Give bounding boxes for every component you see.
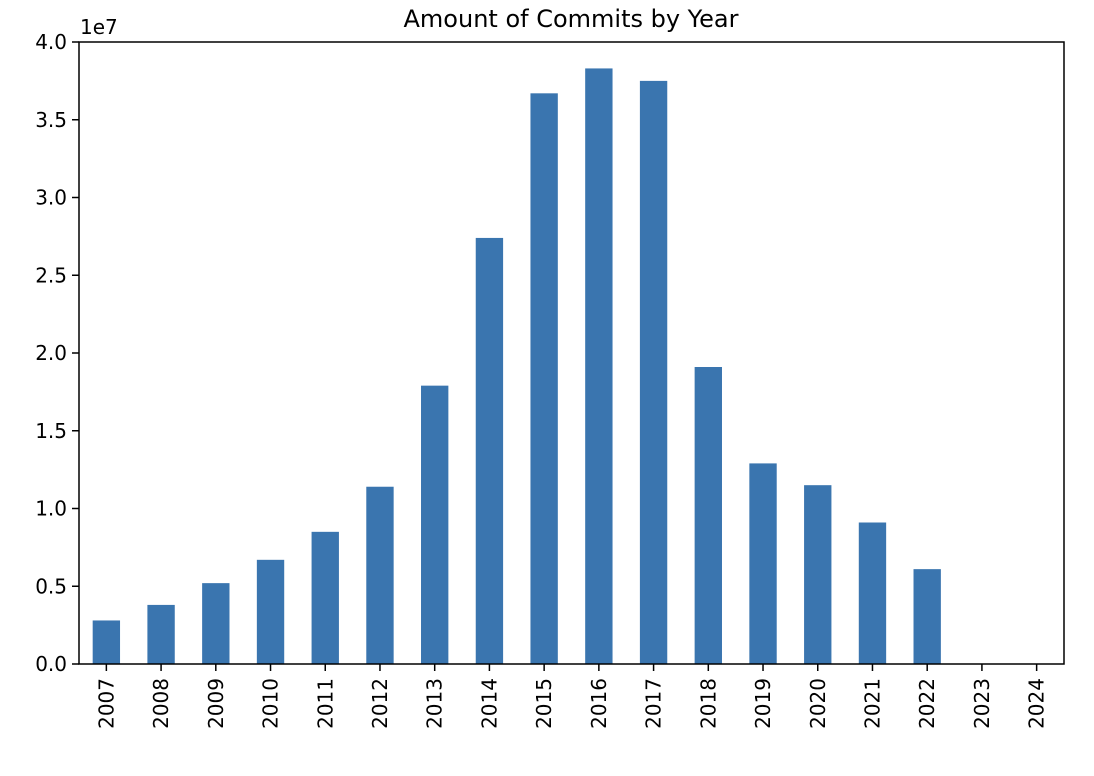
bar-2021 (858, 522, 887, 664)
x-tick-label-2020: 2020 (806, 678, 830, 729)
x-tick-label-2014: 2014 (477, 678, 501, 729)
x-tick-label-2021: 2021 (860, 678, 884, 729)
bar-2015 (530, 93, 558, 664)
x-tick-label-2012: 2012 (368, 678, 392, 729)
bars-group (92, 68, 941, 665)
y-tick-label: 0.5 (35, 574, 67, 598)
x-tick-label-2010: 2010 (259, 678, 283, 729)
bar-2018 (694, 367, 722, 664)
y-tick-label: 1.0 (35, 497, 67, 521)
bar-2007 (92, 620, 121, 664)
bar-2014 (475, 237, 504, 664)
bar-2019 (749, 463, 777, 664)
bar-2012 (366, 486, 394, 664)
x-tick-label-2009: 2009 (204, 678, 228, 729)
y-axis-ticks: 0.0 0.5 1.0 1.5 2.0 2.5 3.0 3.5 4.0 (35, 30, 79, 676)
x-tick-label-2017: 2017 (642, 678, 666, 729)
x-tick-label-2008: 2008 (149, 678, 173, 729)
y-tick-label: 0.0 (35, 652, 67, 676)
bar-2010 (256, 559, 285, 664)
x-tick-label-2023: 2023 (970, 678, 994, 729)
x-tick-label-2016: 2016 (587, 678, 611, 729)
x-tick-label-2024: 2024 (1025, 678, 1049, 729)
y-tick-label: 1.5 (35, 419, 67, 443)
plot-frame (78, 41, 1065, 665)
x-tick-label-2013: 2013 (423, 678, 447, 729)
bar-2013 (421, 385, 449, 664)
x-tick-label-2015: 2015 (532, 678, 556, 729)
bar-2011 (311, 531, 339, 664)
bar-2009 (202, 583, 230, 664)
x-tick-label-2007: 2007 (94, 678, 118, 729)
y-tick-label: 4.0 (35, 30, 67, 54)
x-tick-label-2019: 2019 (751, 678, 775, 729)
bar-2017 (639, 80, 668, 665)
bar-2008 (147, 604, 175, 664)
bar-2016 (585, 68, 613, 665)
x-tick-label-2018: 2018 (696, 678, 720, 729)
y-tick-label: 3.0 (35, 186, 67, 210)
y-tick-label: 2.0 (35, 341, 67, 365)
y-axis-scale-label: 1e7 (80, 15, 118, 39)
x-tick-label-2011: 2011 (313, 678, 337, 729)
x-axis-ticks: 2007 2008 2009 2010 2011 2012 2013 2014 2015 2016… (94, 664, 1049, 729)
bar-2020 (804, 485, 832, 664)
y-tick-label: 2.5 (35, 263, 67, 287)
x-tick-label-2022: 2022 (915, 678, 939, 729)
y-tick-label: 3.5 (35, 108, 67, 132)
bar-2022 (913, 569, 941, 664)
chart-title: Amount of Commits by Year (404, 5, 739, 33)
